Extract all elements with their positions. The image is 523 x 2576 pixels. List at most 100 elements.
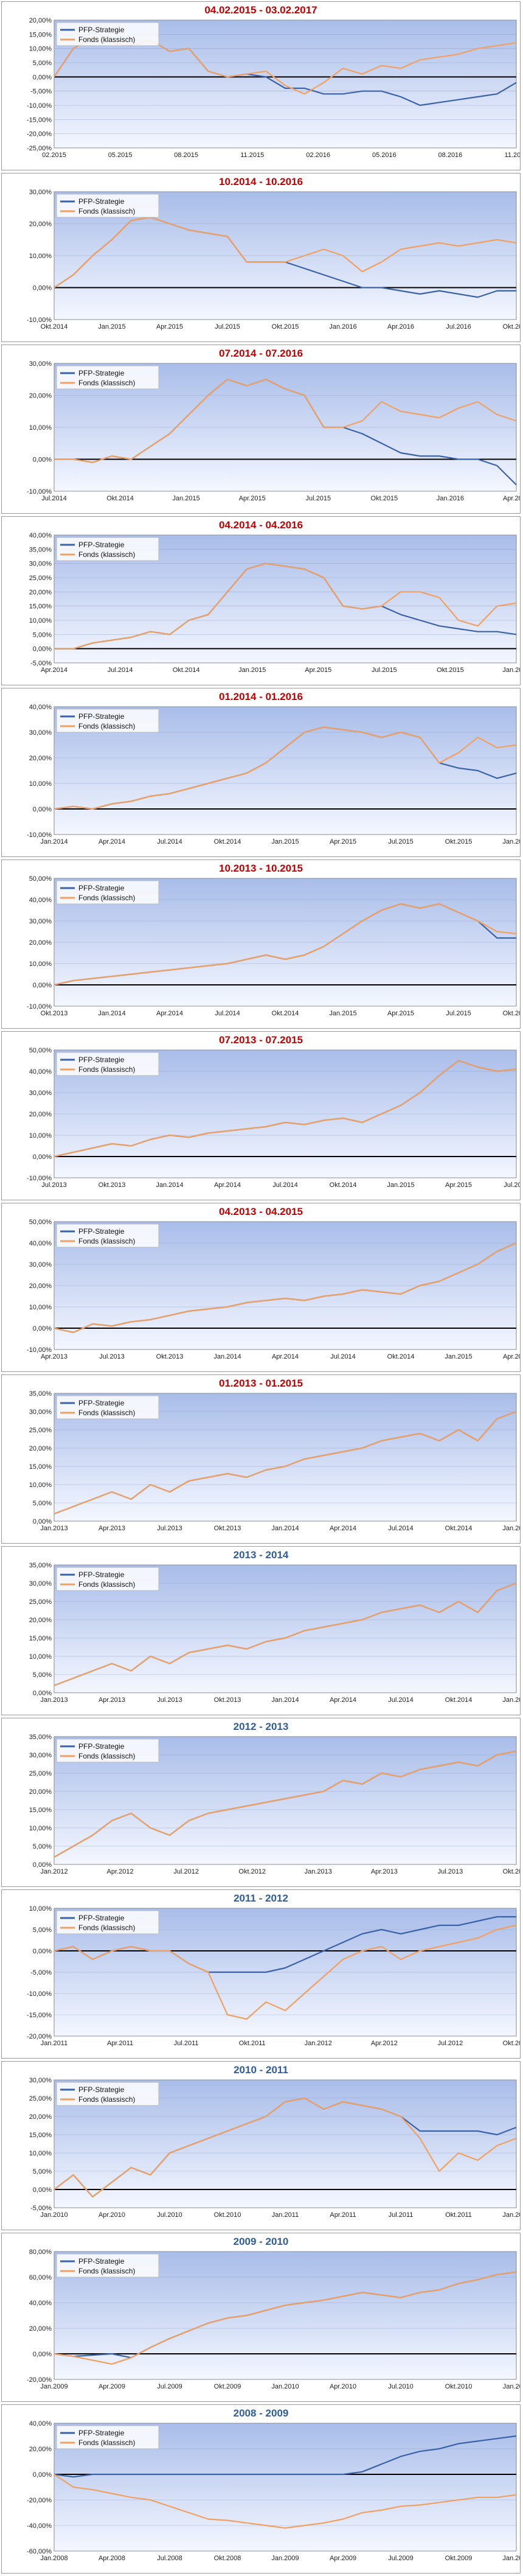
x-tick-label: Jan.2015 [271, 838, 299, 845]
legend [56, 365, 159, 390]
x-tick-label: Apr.2015 [156, 323, 183, 331]
x-tick-label: Apr.2016 [387, 323, 414, 331]
x-tick-label: Apr.2015 [305, 667, 331, 674]
y-tick-label: 40,00% [29, 2300, 52, 2307]
x-tick-label: Okt.2014 [445, 1525, 473, 1532]
chart-svg: 80,00%60,00%40,00%20,00%0,00%-20,00%Jan.… [27, 2249, 520, 2390]
y-tick-label: 0,00% [33, 2471, 52, 2479]
x-tick-label: Apr.2016 [503, 495, 520, 502]
y-tick-label: 40,00% [29, 897, 52, 904]
legend-label: PFP-Strategie [78, 1742, 125, 1751]
x-tick-label: Apr.2009 [330, 2555, 356, 2562]
legend-label: Fonds (klassisch) [78, 1409, 135, 1417]
chart-panel: 10.2013 - 10.2015 50,00% 40,00% 30,00% 20,00… [1, 859, 521, 1029]
legend [56, 2253, 159, 2278]
y-tick-label: 20,00% [29, 17, 52, 24]
series-line-pfp [54, 2435, 517, 2478]
chart-svg: 30,00% 25,00% 20,00% 15,00% 10,00% 5,00% 0,00%… [29, 2077, 520, 2219]
chart-svg: 40,00%30,00%20,00%10,00%0,00%-10,00%Jan.… [27, 704, 520, 845]
y-tick-label: 20,00% [29, 1445, 52, 1452]
y-tick-label: -10,00% [27, 1990, 52, 1998]
y-tick-label: 10,00% [29, 46, 52, 53]
x-tick-label: Apr.2014 [156, 1010, 183, 1017]
x-tick-label: Apr.2008 [99, 2555, 125, 2562]
legend [56, 1223, 159, 1248]
legend-label: Fonds (klassisch) [78, 2095, 135, 2104]
chart-title: 2010 - 2011 [234, 2064, 288, 2076]
x-tick-label: Jan.2015 [502, 1696, 520, 1704]
x-tick-label: Okt.2012 [503, 2040, 520, 2047]
chart-title: 10.2013 - 10.2015 [218, 863, 303, 874]
y-tick-label: 10,00% [29, 961, 52, 968]
x-tick-label: Okt.2016 [503, 323, 520, 331]
y-tick-label: 0,00% [33, 457, 52, 464]
y-tick-label: 40,00% [29, 704, 52, 711]
y-tick-label: 15,00% [29, 1807, 52, 1814]
y-tick-label: 10,00% [29, 617, 52, 625]
legend-label: PFP-Strategie [78, 2085, 125, 2094]
x-tick-label: Jan.2010 [502, 2555, 520, 2562]
series-line-fonds [54, 2474, 517, 2529]
chart-title: 07.2014 - 07.2016 [218, 348, 303, 359]
x-tick-label: Okt.2015 [272, 323, 299, 331]
x-tick-label: Jan.2014 [98, 1010, 125, 1017]
y-tick-label: 30,00% [29, 561, 52, 568]
y-tick-label: 30,00% [29, 2077, 52, 2084]
y-tick-label: 25,00% [29, 1427, 52, 1434]
x-tick-label: Okt.2009 [445, 2555, 473, 2562]
y-tick-label: 0,00% [33, 646, 52, 653]
x-tick-label: Jul.2012 [173, 1868, 199, 1875]
x-tick-label: Jan.2010 [40, 2211, 68, 2219]
y-tick-label: 0,00% [33, 1861, 52, 1869]
chart-panel: 2012 - 2013 35,00% 30,00% 25,00% 20,00% 15,00… [1, 1718, 521, 1887]
y-tick-label: 15,00% [29, 603, 52, 611]
x-tick-label: Apr.2011 [330, 2211, 356, 2219]
x-tick-label: Jan.2015 [173, 495, 200, 502]
y-tick-label: 25,00% [29, 1770, 52, 1777]
x-tick-label: Okt.2009 [214, 2383, 241, 2390]
y-tick-label: -10,00% [27, 1346, 52, 1354]
x-tick-label: Okt.2013 [156, 1353, 184, 1360]
x-tick-label: Jul.2015 [305, 495, 331, 502]
y-tick-label: 0,00% [33, 2186, 52, 2194]
chart-title: 04.02.2015 - 03.02.2017 [204, 4, 317, 16]
x-tick-label: Apr.2009 [99, 2383, 125, 2390]
y-tick-label: 20,00% [29, 589, 52, 596]
x-tick-label: Jan.2013 [305, 1868, 332, 1875]
x-tick-label: Okt.2014 [41, 323, 68, 331]
legend-label: PFP-Strategie [78, 26, 125, 34]
x-tick-label: Okt.2013 [99, 1181, 126, 1189]
x-tick-label: Okt.2014 [387, 1353, 415, 1360]
x-tick-label: Jan.2015 [445, 1353, 472, 1360]
x-tick-label: Jul.2015 [372, 667, 397, 674]
y-tick-label: 50,00% [29, 1047, 52, 1054]
x-tick-label: Jul.2014 [157, 838, 182, 845]
legend [56, 2082, 159, 2106]
y-tick-label: 15,00% [29, 2132, 52, 2139]
y-tick-label: 15,00% [29, 1463, 52, 1471]
series-line-fonds [54, 726, 517, 810]
chart-title: 2009 - 2010 [233, 2236, 289, 2247]
x-tick-label: Jul.2012 [438, 2040, 463, 2047]
y-tick-label: 20,00% [29, 393, 52, 400]
legend-label: PFP-Strategie [78, 1227, 125, 1236]
legend-label: PFP-Strategie [78, 712, 125, 721]
x-tick-label: Jan.2015 [329, 1010, 356, 1017]
x-tick-label: Jul.2014 [108, 667, 133, 674]
y-tick-label: 40,00% [29, 1068, 52, 1076]
y-tick-label: 50,00% [29, 1219, 52, 1226]
x-tick-label: Okt.2010 [445, 2383, 473, 2390]
y-tick-label: 35,00% [29, 1734, 52, 1741]
y-tick-label: 20,00% [29, 1111, 52, 1118]
y-tick-label: 10,00% [29, 253, 52, 260]
x-tick-label: Apr.2015 [387, 1010, 414, 1017]
y-tick-label: 0,00% [33, 74, 52, 81]
legend [56, 709, 159, 733]
x-tick-label: Apr.2014 [330, 1525, 356, 1532]
x-tick-label: Jan.2008 [40, 2555, 68, 2562]
x-tick-label: Jul.2013 [157, 1696, 182, 1704]
x-tick-label: Apr.2015 [503, 1353, 520, 1360]
legend-label: Fonds (klassisch) [78, 1065, 135, 1074]
legend-label: Fonds (klassisch) [78, 2438, 135, 2447]
x-tick-label: Apr.2015 [445, 1181, 472, 1189]
